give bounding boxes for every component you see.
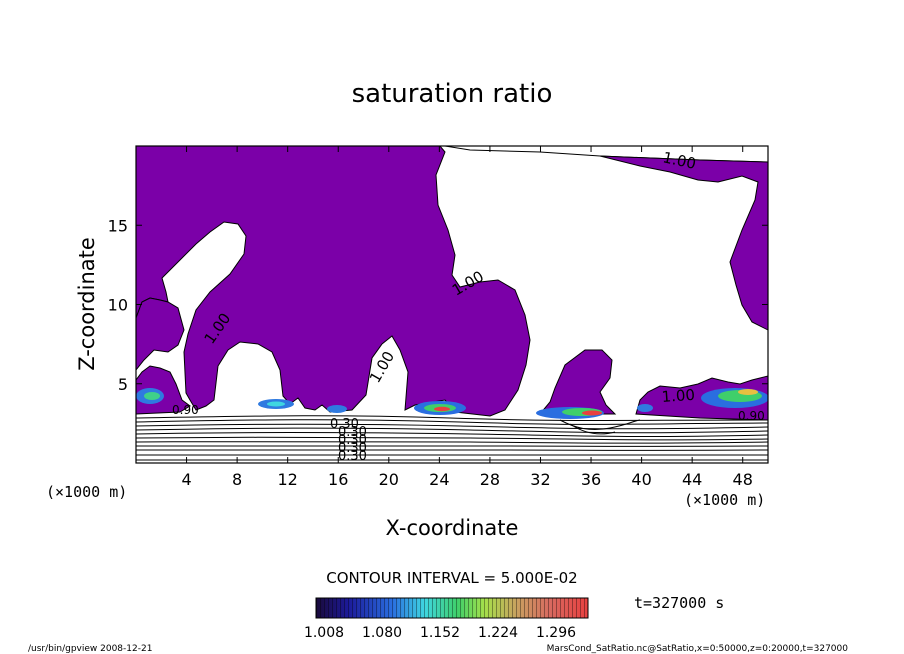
x-tick-label: 36 — [581, 470, 601, 489]
colorbar-tick-label: 1.008 — [304, 625, 344, 641]
contour-label: 0.30 — [330, 417, 359, 432]
x-tick-label: 44 — [682, 470, 702, 489]
contour-label: 1.00 — [661, 386, 696, 406]
colorbar-tick-label: 1.080 — [362, 625, 402, 641]
x-tick-label: 24 — [429, 470, 449, 489]
x-tick-label: 4 — [181, 470, 191, 489]
y-axis: 5 10 15 — [108, 216, 768, 394]
x-tick-label: 32 — [530, 470, 550, 489]
x-unit-label-left: (×1000 m) — [46, 483, 127, 501]
colorbar-tick-label: 1.296 — [536, 625, 576, 641]
contour-label: 0.30 — [338, 449, 367, 464]
subsaturated-contours — [136, 415, 768, 461]
x-tick-label: 48 — [733, 470, 753, 489]
x-tick-label: 16 — [328, 470, 348, 489]
x-tick-label: 12 — [278, 470, 298, 489]
contour-label: 0.30 — [338, 441, 367, 456]
supersaturated-region — [136, 146, 531, 417]
x-axis: 4 8 12 16 20 24 28 32 36 40 44 48 — [181, 146, 753, 489]
x-tick-label: 28 — [480, 470, 500, 489]
x-tick-label: 40 — [631, 470, 651, 489]
footer-right: MarsCond_SatRatio.nc@SatRatio,x=0:50000,… — [547, 644, 849, 654]
x-tick-label: 20 — [379, 470, 399, 489]
colorbar-tick-label: 1.152 — [420, 625, 460, 641]
contour-label: 0.30 — [338, 425, 367, 440]
y-tick-label: 5 — [118, 375, 128, 394]
x-unit-label-right: (×1000 m) — [684, 491, 765, 509]
y-tick-label: 15 — [108, 216, 128, 235]
y-axis-title: Z-coordinate — [75, 237, 99, 371]
contour-label: 0.90 — [172, 403, 199, 417]
contour-label: 0.90 — [738, 409, 765, 423]
high-saturation-patches — [136, 388, 768, 419]
footer-left: /usr/bin/gpview 2008-12-21 — [28, 644, 152, 654]
chart-title: saturation ratio — [352, 79, 553, 109]
y-tick-label: 10 — [108, 296, 128, 315]
contour-label: 0.30 — [338, 433, 367, 448]
colorbar: 1.008 1.080 1.152 1.224 1.296 — [304, 597, 589, 641]
colorbar-tick-label: 1.224 — [478, 625, 518, 641]
x-axis-title: X-coordinate — [386, 516, 519, 540]
contour-interval: CONTOUR INTERVAL = 5.000E-02 — [326, 569, 577, 587]
plot-area — [136, 146, 768, 463]
time-label: t=327000 s — [634, 594, 724, 612]
x-tick-label: 8 — [232, 470, 242, 489]
